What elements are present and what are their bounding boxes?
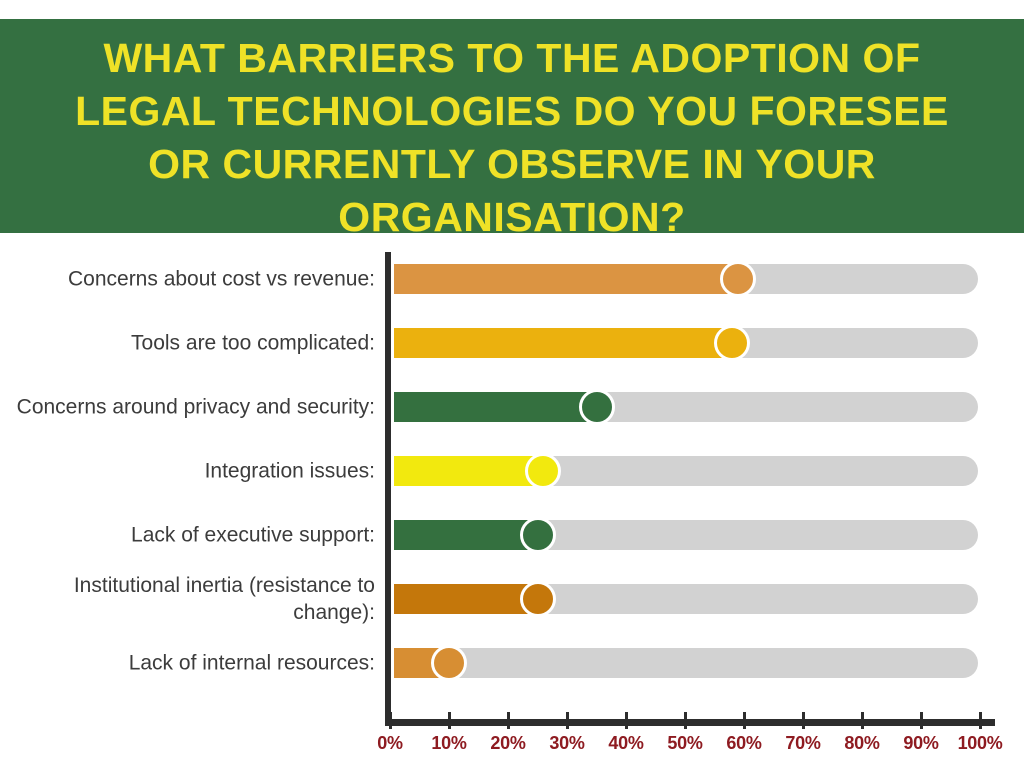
x-tick-label: 100% [957,733,1003,753]
page-title: WHAT BARRIERS TO THE ADOPTION OF LEGAL T… [0,19,1024,244]
title-line-1: WHAT BARRIERS TO THE ADOPTION OF [103,35,921,81]
bar-marker-circle [720,261,757,297]
x-tick [919,712,923,729]
bar-fill [394,264,739,294]
x-tick [683,712,687,729]
category-label: Concerns about cost vs revenue: [67,267,375,291]
x-tick-label: 70% [785,733,821,753]
x-tick-label: 80% [844,733,880,753]
bar-fill [394,392,597,422]
title-line-2: LEGAL TECHNOLOGIES DO YOU FORESEE [75,88,949,134]
x-tick [860,712,864,729]
bar-fill [394,520,538,550]
title-line-4: ORGANISATION? [338,194,686,240]
x-tick-label: 30% [549,733,585,753]
x-axis-line [385,719,995,726]
category-label: Concerns around privacy and security: [16,395,375,419]
x-tick [447,712,451,729]
category-label: Lack of executive support: [131,523,375,547]
bar-marker-circle [525,453,562,489]
x-tick [742,712,746,729]
x-tick [978,712,982,729]
bar-marker-circle [578,389,615,425]
x-tick [624,712,628,729]
bar-marker-circle [431,645,467,681]
category-label: Tools are too complicated: [131,331,375,355]
bar-fill [394,456,544,486]
y-axis-line [385,252,391,726]
x-tick-label: 40% [608,733,644,753]
category-label: Lack of internal resources: [128,651,375,675]
category-label: Institutional inertia (resistance to cha… [73,574,375,624]
x-tick-label: 20% [490,733,526,753]
x-tick-label: 10% [431,733,467,753]
x-tick-label: 50% [667,733,703,753]
x-tick-label: 90% [903,733,939,753]
bar-track [394,648,978,678]
bar-fill [394,328,733,358]
x-tick [388,712,392,729]
x-tick [565,712,569,729]
bar-marker-circle [519,517,556,553]
x-tick [801,712,805,729]
title-line-3: OR CURRENTLY OBSERVE IN YOUR [148,141,876,187]
bar-fill [394,584,538,614]
bar-marker-circle [714,325,751,361]
category-label: Integration issues: [204,459,375,483]
x-tick [506,712,510,729]
bar-marker-circle [519,581,556,617]
x-tick-label: 0% [377,733,403,753]
header-banner: WHAT BARRIERS TO THE ADOPTION OF LEGAL T… [0,19,1024,240]
x-tick-label: 60% [726,733,762,753]
